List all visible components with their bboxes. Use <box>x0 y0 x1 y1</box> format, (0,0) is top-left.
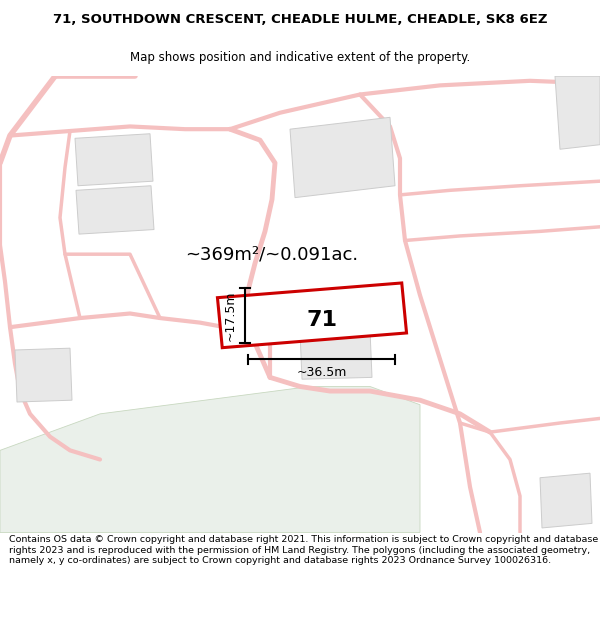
Text: ~36.5m: ~36.5m <box>296 366 347 379</box>
Text: 71, SOUTHDOWN CRESCENT, CHEADLE HULME, CHEADLE, SK8 6EZ: 71, SOUTHDOWN CRESCENT, CHEADLE HULME, C… <box>53 12 547 26</box>
Text: ~369m²/~0.091ac.: ~369m²/~0.091ac. <box>185 245 358 263</box>
Text: 71: 71 <box>307 310 337 330</box>
Polygon shape <box>217 283 407 348</box>
Text: Map shows position and indicative extent of the property.: Map shows position and indicative extent… <box>130 51 470 64</box>
Text: Contains OS data © Crown copyright and database right 2021. This information is : Contains OS data © Crown copyright and d… <box>9 535 598 565</box>
Polygon shape <box>540 473 592 528</box>
Polygon shape <box>15 348 72 402</box>
Polygon shape <box>0 386 420 532</box>
Polygon shape <box>76 186 154 234</box>
Polygon shape <box>300 330 372 379</box>
Text: ~17.5m: ~17.5m <box>224 290 237 341</box>
Polygon shape <box>555 76 600 149</box>
Polygon shape <box>75 134 153 186</box>
Polygon shape <box>290 118 395 198</box>
